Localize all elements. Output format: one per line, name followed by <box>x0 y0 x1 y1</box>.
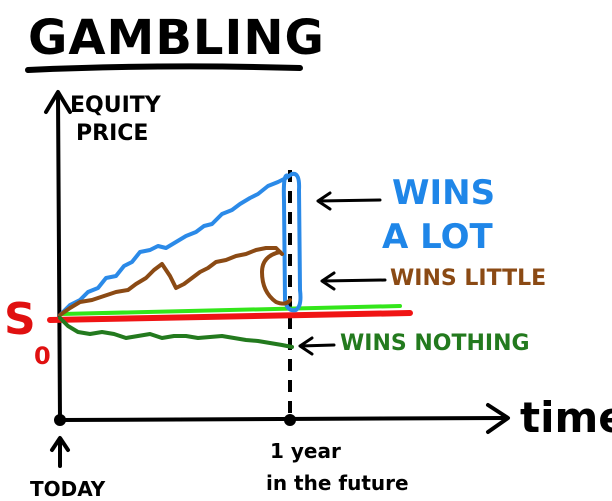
y-axis-arrow <box>44 90 72 114</box>
title-underline <box>25 63 303 73</box>
title: GAMBLING <box>28 10 325 66</box>
outcome-label: WINS LITTLE <box>390 266 546 291</box>
arrow <box>320 271 387 291</box>
marker-label: 1 year <box>270 439 341 463</box>
y-axis-label: PRICE <box>76 121 148 146</box>
today-arrow <box>50 436 70 468</box>
arrow <box>298 336 336 356</box>
y-axis-label: EQUITY <box>70 93 162 118</box>
today-dot <box>54 414 66 426</box>
x-axis-label: time <box>520 393 612 442</box>
start-symbol: S <box>4 294 36 345</box>
marker-label: in the future <box>266 471 409 495</box>
path-wins-a-lot-loop <box>281 171 303 313</box>
outcome-label: A LOT <box>382 217 494 257</box>
riskless-line <box>60 304 402 316</box>
x-axis-arrow <box>486 403 510 434</box>
arrow <box>316 191 382 211</box>
start-subscript: 0 <box>34 342 51 370</box>
x-axis <box>58 416 507 422</box>
start-level-line <box>47 310 413 323</box>
path-wins-nothing <box>58 316 294 349</box>
path-wins-little-loop <box>260 250 292 306</box>
marker-label: TODAY <box>30 477 106 501</box>
y-axis <box>56 93 62 422</box>
future-dot <box>284 414 296 426</box>
path-wins-little <box>58 246 284 317</box>
path-wins-a-lot <box>58 172 294 317</box>
outcome-label: WINS NOTHING <box>340 331 530 356</box>
outcome-label: WINS <box>392 173 495 213</box>
